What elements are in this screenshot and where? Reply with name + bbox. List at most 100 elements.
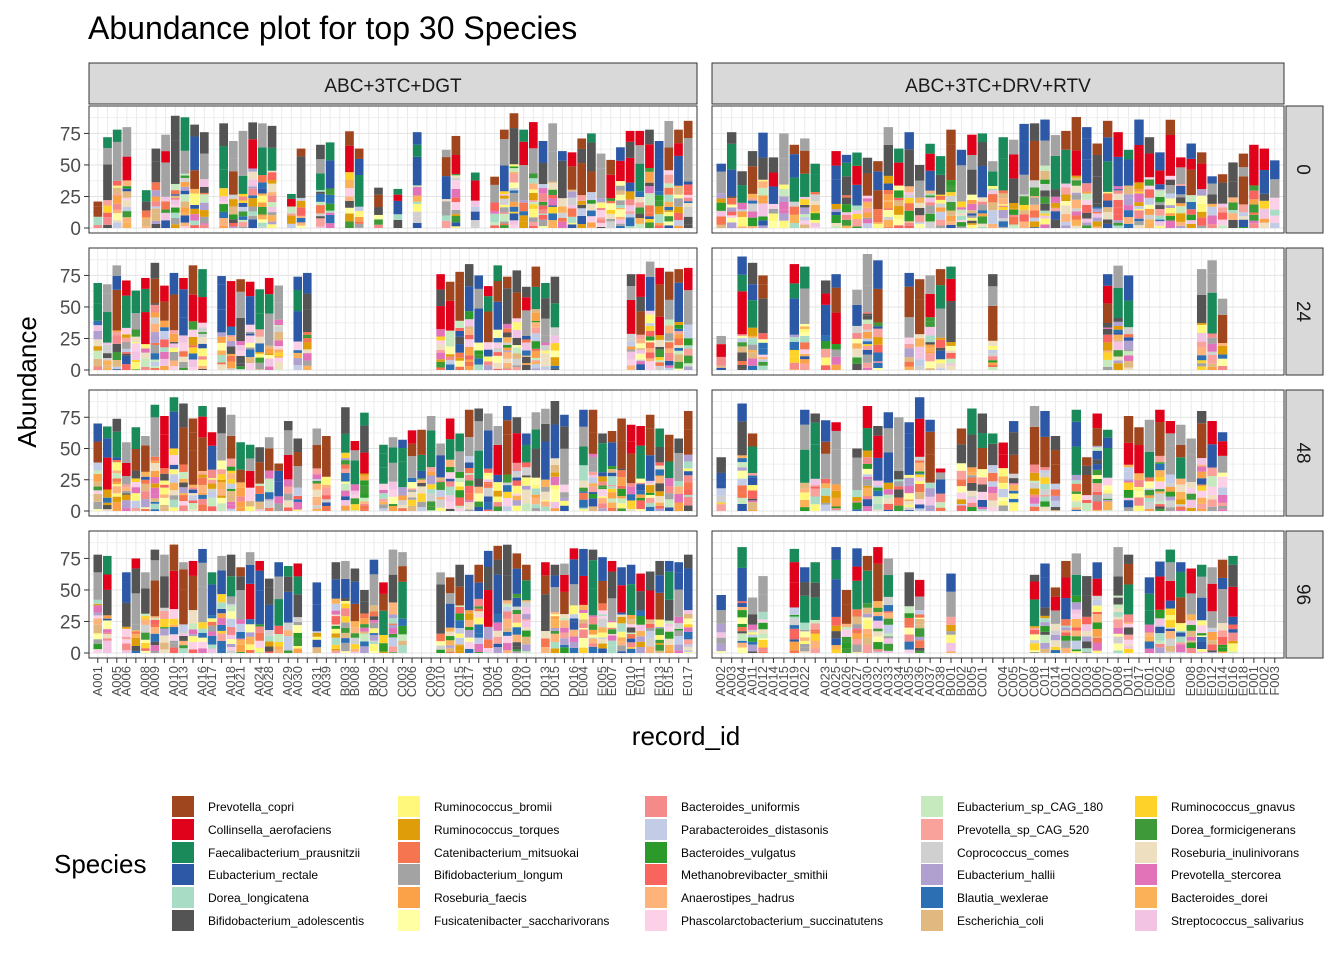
bar-segment — [1113, 132, 1123, 157]
bar-segment — [219, 204, 228, 212]
bar-segment — [1102, 200, 1113, 208]
bar-segment — [616, 219, 625, 224]
bar-segment — [779, 184, 789, 189]
bar-segment — [445, 330, 455, 339]
bar-segment — [341, 616, 350, 623]
bar-segment — [800, 266, 810, 289]
bar-segment — [1050, 650, 1061, 653]
bar-segment — [219, 211, 228, 219]
bar-segment — [474, 637, 483, 644]
bar-segment — [226, 576, 236, 597]
legend-label: Phascolarctobacterium_succinatutens — [681, 914, 883, 928]
x-tick-label: B003 — [337, 666, 352, 696]
bar-segment — [1155, 489, 1165, 492]
bar-segment — [258, 206, 267, 215]
bar-segment — [150, 312, 160, 318]
bar-segment — [1207, 444, 1217, 468]
bar-segment — [737, 171, 747, 186]
bar-segment — [1123, 482, 1134, 490]
bar-segment — [455, 505, 464, 509]
bar-segment — [800, 173, 810, 197]
bar-segment — [1113, 619, 1123, 628]
bar-segment — [374, 207, 383, 215]
bar-segment — [1196, 324, 1207, 333]
bar-segment — [914, 492, 925, 500]
bar-segment — [683, 554, 693, 569]
bar-segment — [977, 197, 988, 202]
bar-segment — [914, 223, 925, 228]
bar-segment — [483, 589, 493, 627]
bar-segment — [541, 562, 550, 576]
bar-segment — [293, 352, 303, 359]
bar-segment — [122, 476, 131, 485]
bar-segment — [988, 356, 998, 361]
bar-segment — [716, 457, 726, 473]
bar-segment — [112, 496, 122, 503]
bar-segment — [1050, 189, 1061, 197]
bar-segment — [103, 640, 112, 647]
bar-segment — [636, 353, 645, 360]
bar-segment — [577, 163, 587, 196]
legend-label: Bacteroides_dorei — [1171, 891, 1268, 905]
bar-segment — [512, 485, 522, 494]
bar-segment — [789, 222, 800, 228]
bar-segment — [445, 439, 455, 460]
bar-segment — [1144, 489, 1155, 496]
bar-segment — [626, 638, 636, 643]
legend-label: Bifidobacterium_adolescentis — [208, 914, 364, 928]
bar-segment — [810, 201, 820, 205]
bar-segment — [287, 215, 296, 224]
bar-segment — [1082, 651, 1092, 653]
bar-segment — [1207, 467, 1217, 477]
bar-segment — [664, 170, 674, 175]
bar-segment — [626, 424, 636, 442]
bar-segment — [151, 208, 161, 214]
bar-segment — [350, 510, 360, 511]
bar-segment — [93, 634, 103, 640]
bar-segment — [617, 641, 626, 646]
bar-segment — [873, 223, 883, 228]
bar-segment — [967, 134, 977, 155]
bar-segment — [747, 509, 758, 511]
bar-segment — [862, 319, 873, 324]
x-tick-label: E013 — [652, 666, 667, 696]
bar-segment — [474, 611, 483, 615]
bar-segment — [1249, 144, 1259, 156]
bar-segment — [645, 494, 655, 498]
bar-segment — [1123, 507, 1134, 511]
bar-segment — [226, 355, 236, 362]
bar-segment — [1113, 225, 1123, 228]
bar-segment — [303, 349, 312, 354]
bar-segment — [207, 432, 217, 446]
bar-segment — [747, 335, 758, 338]
bar-segment — [1092, 578, 1102, 596]
bar-segment — [810, 496, 820, 505]
bar-segment — [369, 574, 379, 606]
bar-segment — [293, 365, 303, 370]
bar-segment — [598, 637, 607, 640]
bar-segment — [946, 642, 956, 652]
bar-segment — [169, 463, 179, 465]
bar-segment — [607, 466, 617, 469]
bar-segment — [512, 597, 522, 607]
strip-row-bg — [1285, 389, 1324, 517]
bar-segment — [470, 206, 480, 212]
bar-segment — [925, 221, 935, 228]
bar-segment — [179, 471, 188, 479]
bar-segment — [789, 334, 800, 338]
bar-segment — [1029, 482, 1040, 489]
bar-segment — [841, 197, 852, 205]
bar-segment — [977, 433, 988, 448]
bar-segment — [914, 636, 925, 641]
bar-segment — [716, 488, 726, 496]
bar-segment — [161, 209, 170, 213]
bar-segment — [188, 359, 198, 368]
bar-segment — [207, 584, 217, 616]
bar-segment — [683, 471, 693, 476]
bar-segment — [831, 209, 841, 213]
bar-segment — [800, 643, 810, 648]
bar-segment — [560, 638, 569, 645]
bar-segment — [550, 485, 560, 490]
bar-segment — [179, 478, 188, 483]
bar-segment — [264, 345, 274, 349]
